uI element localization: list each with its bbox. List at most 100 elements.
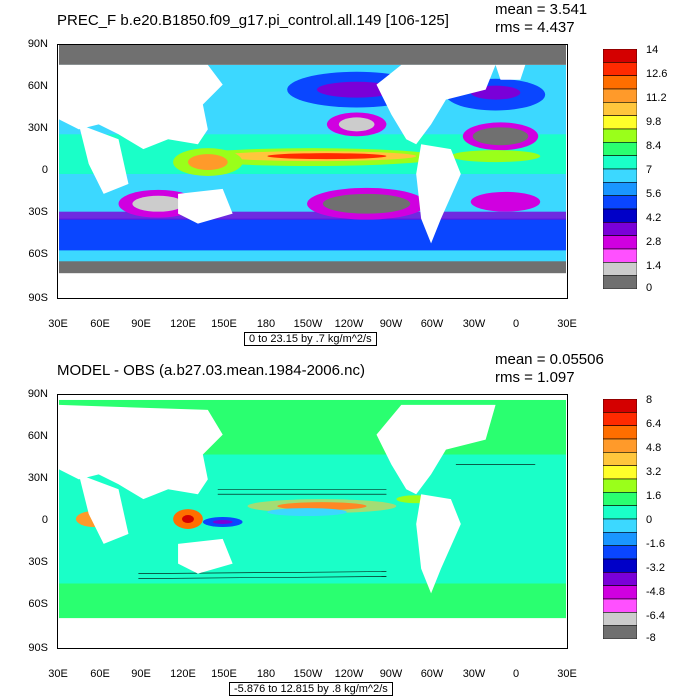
top-colorbar-swatch xyxy=(603,128,637,143)
top-colorbar-swatch xyxy=(603,88,637,103)
bottom-lat-label-30n: 30N xyxy=(27,472,48,484)
bottom-colorbar-swatch xyxy=(603,505,637,520)
bottom-colorbar-label: -8 xyxy=(646,632,656,644)
top-colorbar-label: 9.8 xyxy=(646,116,662,128)
top-lon-label: 180 xyxy=(256,318,276,330)
bottom-colorbar-swatch xyxy=(603,558,637,573)
bottom-colorbar-label: -6.4 xyxy=(646,610,665,622)
top-lon-label: 60W xyxy=(420,318,444,330)
bottom-lat-label-90n: 90N xyxy=(27,388,48,400)
bottom-colorbar-swatch xyxy=(603,399,637,413)
bottom-colorbar-swatch xyxy=(603,572,637,586)
top-map-panel: PREC_F b.e20.B1850.f09_g17.pi_control.al… xyxy=(27,1,686,346)
bottom-colorbar-swatch xyxy=(603,478,637,493)
bottom-colorbar-swatch xyxy=(603,412,637,426)
bottom-mean-text: mean = 0.05506 xyxy=(495,351,604,368)
top-colorbar xyxy=(603,49,637,289)
top-lon-label: 0 xyxy=(512,318,520,330)
top-lat-label-60n: 60N xyxy=(27,80,48,92)
top-colorbar-label: 11.2 xyxy=(646,92,667,104)
top-lon-label: 90E xyxy=(131,318,151,330)
bottom-lat-label-60n: 60N xyxy=(27,430,48,442)
bottom-colorbar-label: 6.4 xyxy=(646,418,662,430)
top-colorbar-label: 8.4 xyxy=(646,140,662,152)
top-colorbar-swatch xyxy=(603,222,637,236)
bottom-colorbar-swatch xyxy=(603,585,637,600)
bottom-colorbar-labels: 8 6.4 4.8 3.2 1.6 0 -1.6 -3.2 -4.8 -6.4 … xyxy=(646,394,686,646)
bottom-lon-label: 90E xyxy=(131,668,151,680)
bottom-map xyxy=(57,394,568,649)
top-lon-label: 60E xyxy=(90,318,110,330)
top-mean-text: mean = 3.541 xyxy=(495,1,588,18)
bottom-lon-label: 60E xyxy=(90,668,110,680)
top-lon-label: 150E xyxy=(211,318,237,330)
top-colorbar-swatch xyxy=(603,248,637,263)
bottom-lon-label: 0 xyxy=(512,668,520,680)
top-colorbar-label: 12.6 xyxy=(646,68,668,80)
top-colorbar-label: 2.8 xyxy=(646,236,662,248)
bottom-lon-label: 150W xyxy=(293,668,323,680)
top-colorbar-swatch xyxy=(603,155,637,170)
bottom-lon-label: 60W xyxy=(420,668,444,680)
top-colorbar-swatch xyxy=(603,208,637,223)
bottom-colorbar-swatch xyxy=(603,612,637,626)
bottom-colorbar-swatch xyxy=(603,545,637,560)
top-range-box: 0 to 23.15 by .7 kg/m^2/s xyxy=(244,332,377,346)
bottom-colorbar-label: 0 xyxy=(646,514,653,526)
bottom-lat-label-90s: 90S xyxy=(28,642,48,654)
top-colorbar-labels: 14 12.6 11.2 9.8 8.4 7 5.6 4.2 2.8 1.4 0 xyxy=(646,44,686,296)
bottom-colorbar-label: 4.8 xyxy=(646,442,662,454)
top-colorbar-swatch xyxy=(603,262,637,276)
top-lon-label: 120E xyxy=(170,318,196,330)
bottom-colorbar-swatch xyxy=(603,598,637,613)
bottom-panel-title: MODEL - OBS (a.b27.03.mean.1984-2006.nc) xyxy=(57,362,365,379)
bottom-colorbar-swatch xyxy=(603,625,637,639)
top-lat-label-0: 0 xyxy=(41,164,48,176)
bottom-lat-label-60s: 60S xyxy=(28,598,48,610)
bottom-rms-text: rms = 1.097 xyxy=(495,369,575,386)
top-lat-label-90n: 90N xyxy=(27,38,48,50)
bottom-colorbar-swatch xyxy=(603,465,637,480)
bottom-colorbar-swatch xyxy=(603,452,637,466)
top-lon-label: 150W xyxy=(293,318,323,330)
top-colorbar-label: 5.6 xyxy=(646,188,662,200)
top-colorbar-label: 1.4 xyxy=(646,260,662,272)
bottom-colorbar-swatch xyxy=(603,518,637,533)
bottom-lat-label-30s: 30S xyxy=(28,556,48,568)
top-lon-label: 120W xyxy=(334,318,364,330)
top-colorbar-swatch xyxy=(603,102,637,116)
top-lon-label: 90W xyxy=(379,318,403,330)
bottom-colorbar xyxy=(603,399,637,639)
bottom-lon-label: 90W xyxy=(379,668,403,680)
top-colorbar-swatch xyxy=(603,49,637,63)
bottom-colorbar-label: 1.6 xyxy=(646,490,662,502)
bottom-map-panel: MODEL - OBS (a.b27.03.mean.1984-2006.nc)… xyxy=(0,350,700,700)
top-colorbar-swatch xyxy=(603,75,637,90)
top-colorbar-swatch xyxy=(603,115,637,130)
bottom-lon-label: 150E xyxy=(211,668,237,680)
top-colorbar-label: 14 xyxy=(646,44,659,56)
bottom-colorbar-swatch xyxy=(603,438,637,453)
bottom-colorbar-swatch xyxy=(603,492,637,506)
bottom-lat-label-0: 0 xyxy=(41,514,48,526)
bottom-lon-label: 30E xyxy=(48,668,68,680)
top-colorbar-swatch xyxy=(603,62,637,76)
top-map xyxy=(57,44,568,299)
top-colorbar-label: 0 xyxy=(646,282,653,294)
bottom-lon-label: 120W xyxy=(334,668,364,680)
top-lon-label: 30E xyxy=(557,318,577,330)
bottom-colorbar-swatch xyxy=(603,532,637,546)
top-colorbar-label: 4.2 xyxy=(646,212,662,224)
top-lat-label-30n: 30N xyxy=(27,122,48,134)
top-colorbar-swatch xyxy=(603,142,637,156)
bottom-colorbar-label: 8 xyxy=(646,394,653,406)
bottom-colorbar-label: -1.6 xyxy=(646,538,665,550)
top-colorbar-label: 7 xyxy=(646,164,653,176)
top-lat-label-30s: 30S xyxy=(28,206,48,218)
bottom-colorbar-label: 3.2 xyxy=(646,466,662,478)
top-colorbar-swatch xyxy=(603,195,637,210)
top-panel-title: PREC_F b.e20.B1850.f09_g17.pi_control.al… xyxy=(57,12,449,29)
bottom-colorbar-label: -4.8 xyxy=(646,586,665,598)
top-lat-label-90s: 90S xyxy=(28,292,48,304)
bottom-colorbar-label: -3.2 xyxy=(646,562,665,574)
